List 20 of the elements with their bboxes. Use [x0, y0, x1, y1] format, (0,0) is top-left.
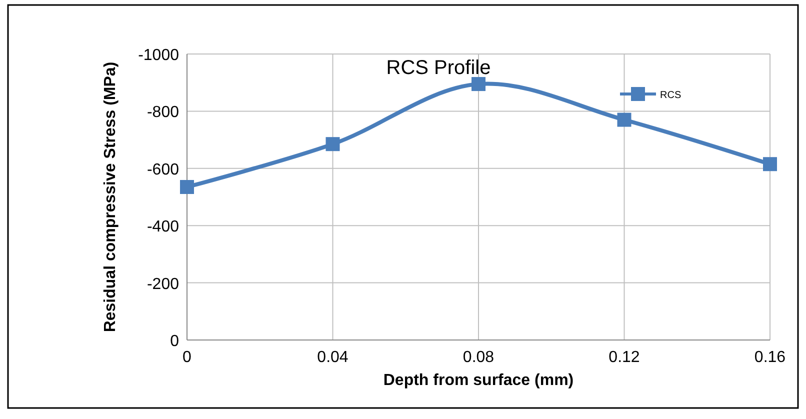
y-tick-label: -200: [146, 276, 180, 293]
y-tick-label: -600: [146, 161, 180, 178]
y-axis-title: Residual compressive Stress (MPa): [102, 62, 119, 332]
legend-label: RCS: [660, 90, 682, 101]
point: [763, 157, 777, 172]
chart-title: RCS Profile: [386, 57, 491, 79]
x-tick-label: 0.16: [754, 349, 786, 366]
y-tick-label: -1000: [138, 47, 180, 64]
x-tick-label: 0: [182, 349, 192, 366]
y-tick-label: -400: [146, 218, 180, 236]
point: [617, 112, 632, 127]
point: [472, 77, 486, 92]
y-tick-label: -800: [146, 104, 180, 122]
point: [326, 137, 340, 152]
y-tick-label: 0: [170, 333, 180, 350]
point: [180, 180, 194, 194]
x-tick-label: 0.04: [317, 349, 348, 366]
x-tick-label: 0.08: [462, 349, 494, 366]
x-tick-label: 0.12: [608, 349, 640, 366]
x-axis-title: Depth from surface (mm): [383, 372, 574, 389]
